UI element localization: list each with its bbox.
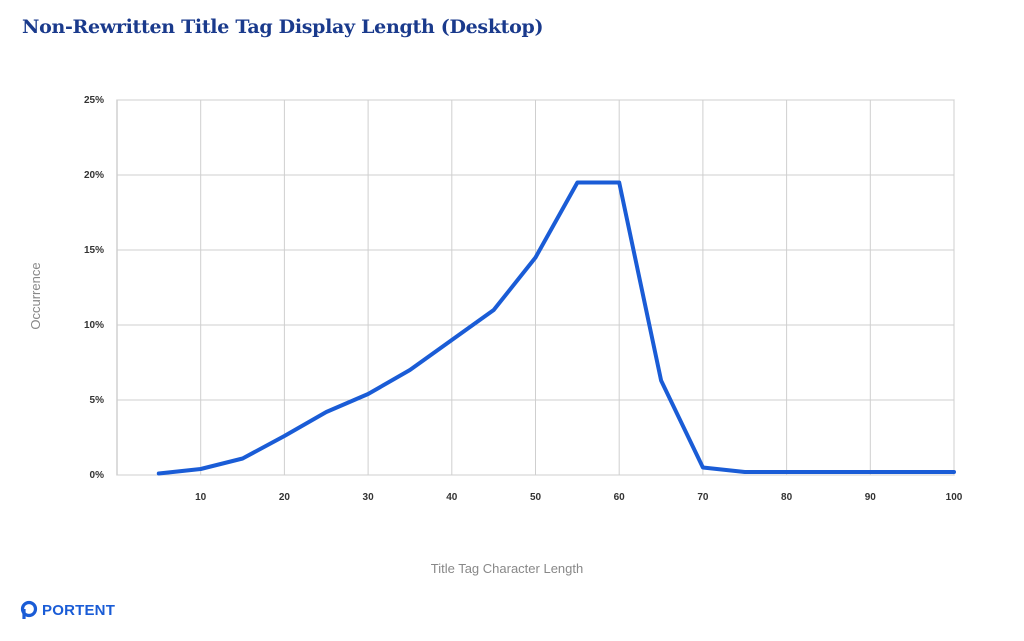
y-axis-label: Occurrence [28,262,43,329]
x-tick-label: 20 [279,492,291,503]
x-tick-label: 70 [697,492,709,503]
grid [116,99,955,476]
x-tick-label: 40 [446,492,458,503]
y-tick-label: 15% [84,245,104,256]
y-tick-label: 25% [84,95,104,106]
x-tick-label: 100 [946,492,963,503]
y-tick-label: 0% [90,470,105,481]
x-tick-label: 10 [195,492,207,503]
series-line [156,180,956,476]
brand-name: PORTENT [42,601,116,619]
y-tick-label: 10% [84,320,104,331]
x-tick-label: 90 [865,492,877,503]
chart-title: Non-Rewritten Title Tag Display Length (… [22,16,544,38]
y-tick-label: 20% [84,170,104,181]
x-axis-label: Title Tag Character Length [431,561,583,576]
series-group [156,180,956,476]
x-tick-label: 30 [363,492,375,503]
brand-logo: PORTENT [20,600,115,620]
y-tick-label: 5% [90,395,105,406]
x-tick-label: 80 [781,492,793,503]
tick-labels: 0% 5% 10% 15% 20% 25% 10 20 30 40 50 60 70 80 90 100 [84,95,963,503]
x-tick-label: 60 [614,492,626,503]
portent-logo-icon [20,600,38,619]
x-tick-label: 50 [530,492,542,503]
